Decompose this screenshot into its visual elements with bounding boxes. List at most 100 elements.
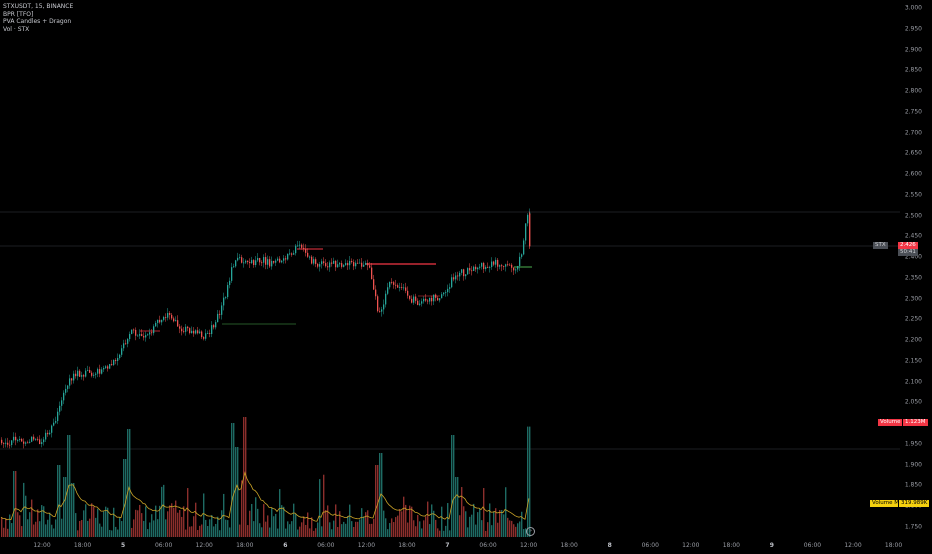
volume-bar [25,495,27,537]
candle-body [473,266,475,271]
price-tick-label: 2.700 [904,129,922,137]
candle-body [29,441,31,443]
volume-bar [303,516,305,537]
volume-bar [301,522,303,537]
candle-body [419,303,421,305]
volume-bar [493,511,495,537]
volume-ma-label-tag: Volume MA [870,500,905,507]
volume-bar [307,512,309,537]
candle-body [355,262,357,267]
scroll-to-realtime-icon[interactable]: » [526,527,535,536]
candle-body [283,258,285,261]
candle-body [295,245,297,254]
candle-body [339,263,341,265]
volume-bar [141,513,143,537]
candle-body [87,370,89,371]
candle-body [119,354,121,359]
symbol-title[interactable]: STXUSDT, 15, BINANCE [3,3,74,10]
time-tick-label: 18:00 [560,542,578,549]
time-tick-label: 06:00 [641,542,659,549]
volume-bar [171,503,173,537]
volume-bar [467,527,469,537]
last-price-tag: 2.426 [898,242,918,249]
price-tick-label: 2.250 [904,315,922,323]
volume-bar [159,505,161,537]
volume-bar [429,524,431,537]
time-tick-label: 06:00 [803,542,822,549]
volume-bar [67,435,69,537]
volume-bar [491,525,493,537]
candle-body [265,257,267,265]
candle-body [373,279,375,290]
candle-body [137,335,139,337]
volume-bar [439,530,441,537]
volume-bar [519,521,521,537]
volume-bar [407,522,409,537]
candle-body [147,334,149,336]
volume-bar [237,447,239,537]
candle-body [223,297,225,306]
volume-bar [397,515,399,537]
volume-bar [11,523,13,537]
volume-bar [187,488,189,537]
volume-bar [367,510,369,537]
volume-bar [375,465,377,537]
volume-bar [121,521,123,537]
candle-body [475,266,477,270]
price-tick-label: 1.850 [904,481,922,489]
volume-bar [421,528,423,537]
candle-body [361,262,363,267]
volume-bar [23,482,25,537]
volume-bar [391,518,393,537]
volume-bar [337,526,339,537]
volume-bar [167,511,169,537]
volume-bar [513,524,515,537]
candle-body [487,266,489,268]
candle-body [203,337,205,339]
volume-bar [457,477,459,537]
candle-body [195,330,197,334]
volume-bar [175,500,177,537]
indicator-volume[interactable]: Vol · STX [3,25,30,33]
volume-bar [217,516,219,537]
candle-body [337,264,339,268]
candle-body [411,298,413,303]
candle-body [177,320,179,327]
candle-body [311,256,313,264]
volume-bar [353,526,355,537]
candle-body [257,257,259,261]
indicator-bpr[interactable]: BPR [TFO] [3,10,34,18]
volume-bar [15,471,17,537]
candle-body [401,287,403,288]
time-tick-label: 5 [121,542,126,549]
candle-body [217,313,219,323]
volume-bar [53,528,55,537]
candle-body [387,287,389,294]
volume-bar [475,524,477,537]
candle-body [193,330,195,334]
volume-bar [193,516,195,537]
volume-bar [109,529,111,537]
candle-body [187,326,189,329]
volume-bar [103,511,105,537]
volume-bar [169,505,171,537]
price-tick-label: 2.550 [904,191,922,199]
volume-bar [277,528,279,537]
volume-bar [47,519,49,537]
candle-body [383,304,385,310]
volume-bar [525,528,527,537]
candle-body [161,319,163,323]
candle-body [365,262,367,265]
volume-bar [143,520,145,537]
candle-body [357,262,359,264]
time-tick-label: 18:00 [884,542,903,549]
indicator-pva[interactable]: PVA Candles + Dragon [3,18,72,26]
volume-bar [89,518,91,537]
volume-bar [45,524,47,537]
time-tick-label: 12:00 [195,542,213,549]
volume-bar [501,510,503,537]
candle-body [145,335,147,338]
volume-bar [51,524,53,537]
